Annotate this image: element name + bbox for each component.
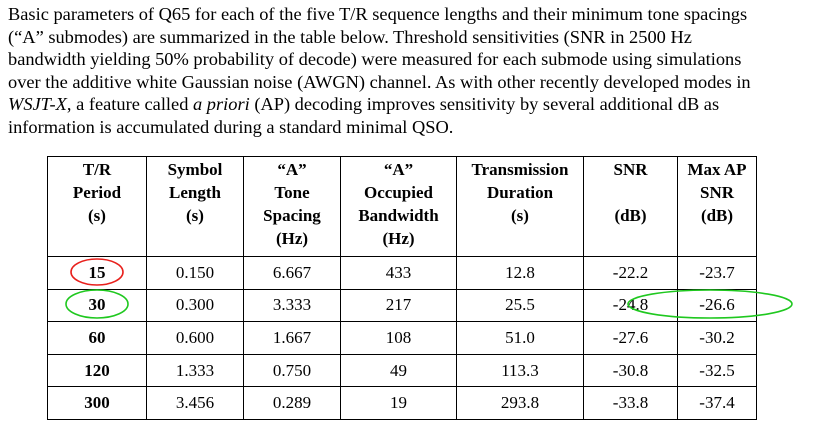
table-cell: 19 <box>340 386 457 420</box>
column-header-line: (s) <box>186 206 204 225</box>
column-header-line: SNR <box>699 183 734 202</box>
period-cell: 30 <box>47 288 147 323</box>
table-cell: 3.333 <box>243 288 341 323</box>
table-cell: 6.667 <box>243 256 341 290</box>
table-cell: 49 <box>340 353 457 388</box>
table-cell: 25.5 <box>456 288 584 323</box>
column-header-line: T/R <box>82 160 112 179</box>
period-cell: 60 <box>47 321 147 355</box>
table-row: 30 0.300 3.333 217 25.5 -24.8 -26.6 <box>47 288 757 323</box>
table-cell: 51.0 <box>456 321 584 355</box>
table-row: 120 1.333 0.750 49 113.3 -30.8 -32.5 <box>47 353 757 388</box>
table-cell: 217 <box>340 288 457 323</box>
a-priori-term: a priori <box>193 94 250 114</box>
column-header-line: (s) <box>511 206 529 225</box>
paragraph-line-4: over the additive white Gaussian noise (… <box>8 71 751 92</box>
table-cell: -30.8 <box>583 353 678 388</box>
column-header-line: “A” <box>277 160 307 179</box>
paragraph-line-2: (“A” submodes) are summarized in the tab… <box>8 26 692 47</box>
table-cell: 3.456 <box>146 386 244 420</box>
table-cell: 0.600 <box>146 321 244 355</box>
table-cell: 108 <box>340 321 457 355</box>
table-cell: -33.8 <box>583 386 678 420</box>
column-header-line: (Hz) <box>275 229 309 248</box>
table-cell: 433 <box>340 256 457 290</box>
period-cell: 15 <box>47 256 147 290</box>
table-body: 15 0.150 6.667 433 12.8 -22.2 -23.7 30 0.300 3.33… <box>47 256 757 420</box>
column-header-line: Tone <box>274 183 310 202</box>
column-header-line: (s) <box>88 206 106 225</box>
table-cell: -26.6 <box>677 288 757 323</box>
column-header-2: Symbol Length (s) <box>146 156 244 257</box>
column-header-line <box>584 181 677 204</box>
column-header-line: Duration <box>486 183 554 202</box>
column-header-line: Spacing <box>263 206 321 225</box>
table-cell: 113.3 <box>456 353 584 388</box>
period-cell: 120 <box>47 353 147 388</box>
column-header-line: “A” <box>383 160 414 179</box>
column-header-4: “A” Occupied Bandwidth (Hz) <box>340 156 457 257</box>
table-cell: -37.4 <box>677 386 757 420</box>
description-paragraph: Basic parameters of Q65 for each of the … <box>8 3 828 138</box>
column-header-line: SNR <box>613 160 648 179</box>
column-header-line: Length <box>169 183 221 202</box>
paragraph-line-1: Basic parameters of Q65 for each of the … <box>8 4 748 24</box>
table-cell: 0.300 <box>146 288 244 323</box>
column-header-line: Bandwidth <box>358 206 439 225</box>
table-row: 60 0.600 1.667 108 51.0 -27.6 -30.2 <box>47 321 757 355</box>
column-header-line: Symbol <box>167 160 223 179</box>
column-header-line: Occupied <box>364 183 433 202</box>
table-cell: -32.5 <box>677 353 757 388</box>
column-header-line: (dB) <box>700 206 734 225</box>
table-cell: -27.6 <box>583 321 678 355</box>
table-cell: 0.289 <box>243 386 341 420</box>
column-header-7: Max AP SNR (dB) <box>677 156 757 257</box>
column-header-1: T/R Period (s) <box>47 156 147 257</box>
column-header-6: SNR (dB) <box>583 156 678 257</box>
table-cell: -22.2 <box>583 256 678 290</box>
column-header-line: Period <box>72 183 122 202</box>
table-cell: 1.667 <box>243 321 341 355</box>
table-row: 15 0.150 6.667 433 12.8 -22.2 -23.7 <box>47 256 757 290</box>
column-header-line: Transmission <box>471 160 569 179</box>
q65-parameters-table: T/R Period (s) Symbol Length (s) “A” Tone Spacin… <box>47 156 757 420</box>
table-cell: -23.7 <box>677 256 757 290</box>
table-cell: 0.150 <box>146 256 244 290</box>
paragraph-line-3: bandwidth yielding 50% probability of de… <box>8 49 742 69</box>
column-header-3: “A” Tone Spacing (Hz) <box>243 156 341 257</box>
table-cell: 1.333 <box>146 353 244 388</box>
wsjtx-name: WSJT-X <box>8 94 67 114</box>
table-cell: -24.8 <box>583 288 678 323</box>
table-cell: -30.2 <box>677 321 757 355</box>
table-cell: 293.8 <box>456 386 584 420</box>
period-cell: 300 <box>47 386 147 420</box>
column-header-line: (Hz) <box>382 229 415 248</box>
header-row: T/R Period (s) Symbol Length (s) “A” Tone Spacin… <box>47 156 757 257</box>
table-row: 300 3.456 0.289 19 293.8 -33.8 -37.4 <box>47 386 757 420</box>
column-header-line: (dB) <box>614 206 647 225</box>
paragraph-line-6: information is accumulated during a stan… <box>8 116 454 137</box>
paragraph-line-5: WSJT-X, a feature called a priori (AP) d… <box>8 94 720 114</box>
table-cell: 0.750 <box>243 353 341 388</box>
column-header-5: Transmission Duration (s) <box>456 156 584 257</box>
column-header-line: Max AP <box>687 160 747 179</box>
table-cell: 12.8 <box>456 256 584 290</box>
